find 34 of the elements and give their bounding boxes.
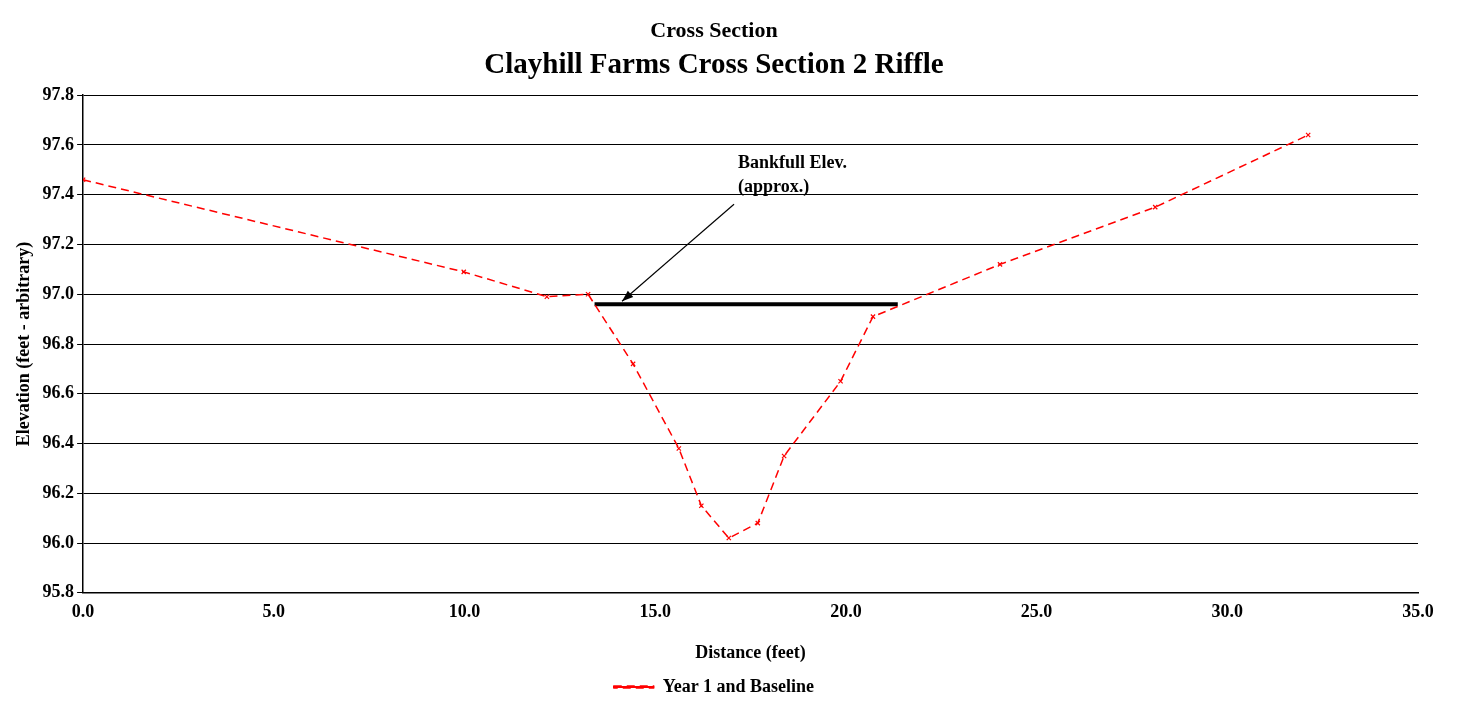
chart-title: Cross Section (650, 16, 778, 42)
y-tick-label: 96.6 (42, 382, 75, 403)
point (585, 291, 591, 297)
point (837, 378, 844, 385)
annotation: Bankfull Elev. (approx.) (738, 151, 848, 197)
x-tick-label: 0.0 (71, 601, 95, 622)
x-tick-label: 20.0 (830, 601, 862, 622)
point (1305, 132, 1311, 138)
y-axis-title: Elevation (feet - arbitrary) (13, 241, 35, 447)
y-tick-label: 97.8 (42, 83, 75, 104)
y-tick-label: 96.0 (42, 531, 75, 552)
y-tick-label: 96.2 (42, 481, 75, 502)
chart-subtitle: Clayhill Farms Cross Section 2 Riffle (484, 47, 944, 80)
point (544, 294, 550, 300)
y-tick-label: 96.8 (42, 332, 75, 353)
x-tick-label: 35.0 (1402, 601, 1434, 622)
x-tick-label: 5.0 (262, 601, 286, 622)
y-tick-label: 97.6 (42, 133, 75, 154)
point (997, 261, 1003, 268)
x-tick-label: 25.0 (1020, 601, 1053, 622)
point (676, 445, 682, 452)
x-tick-label: 15.0 (639, 601, 671, 622)
point (461, 269, 467, 275)
legend-label: Year 1 and Baseline (662, 675, 814, 696)
y-tick-label: 97.4 (42, 183, 75, 204)
y-tick-label: 97.0 (42, 282, 75, 303)
point (870, 313, 876, 320)
x-axis-title: Distance (feet) (695, 641, 806, 663)
y-tick-label: 95.8 (42, 581, 75, 602)
y-tick-label: 96.4 (42, 432, 75, 453)
x-tick-label: 10.0 (448, 601, 481, 622)
point (726, 535, 732, 541)
y-tick-label: 97.2 (42, 233, 75, 254)
x-tick-label: 30.0 (1211, 601, 1244, 622)
